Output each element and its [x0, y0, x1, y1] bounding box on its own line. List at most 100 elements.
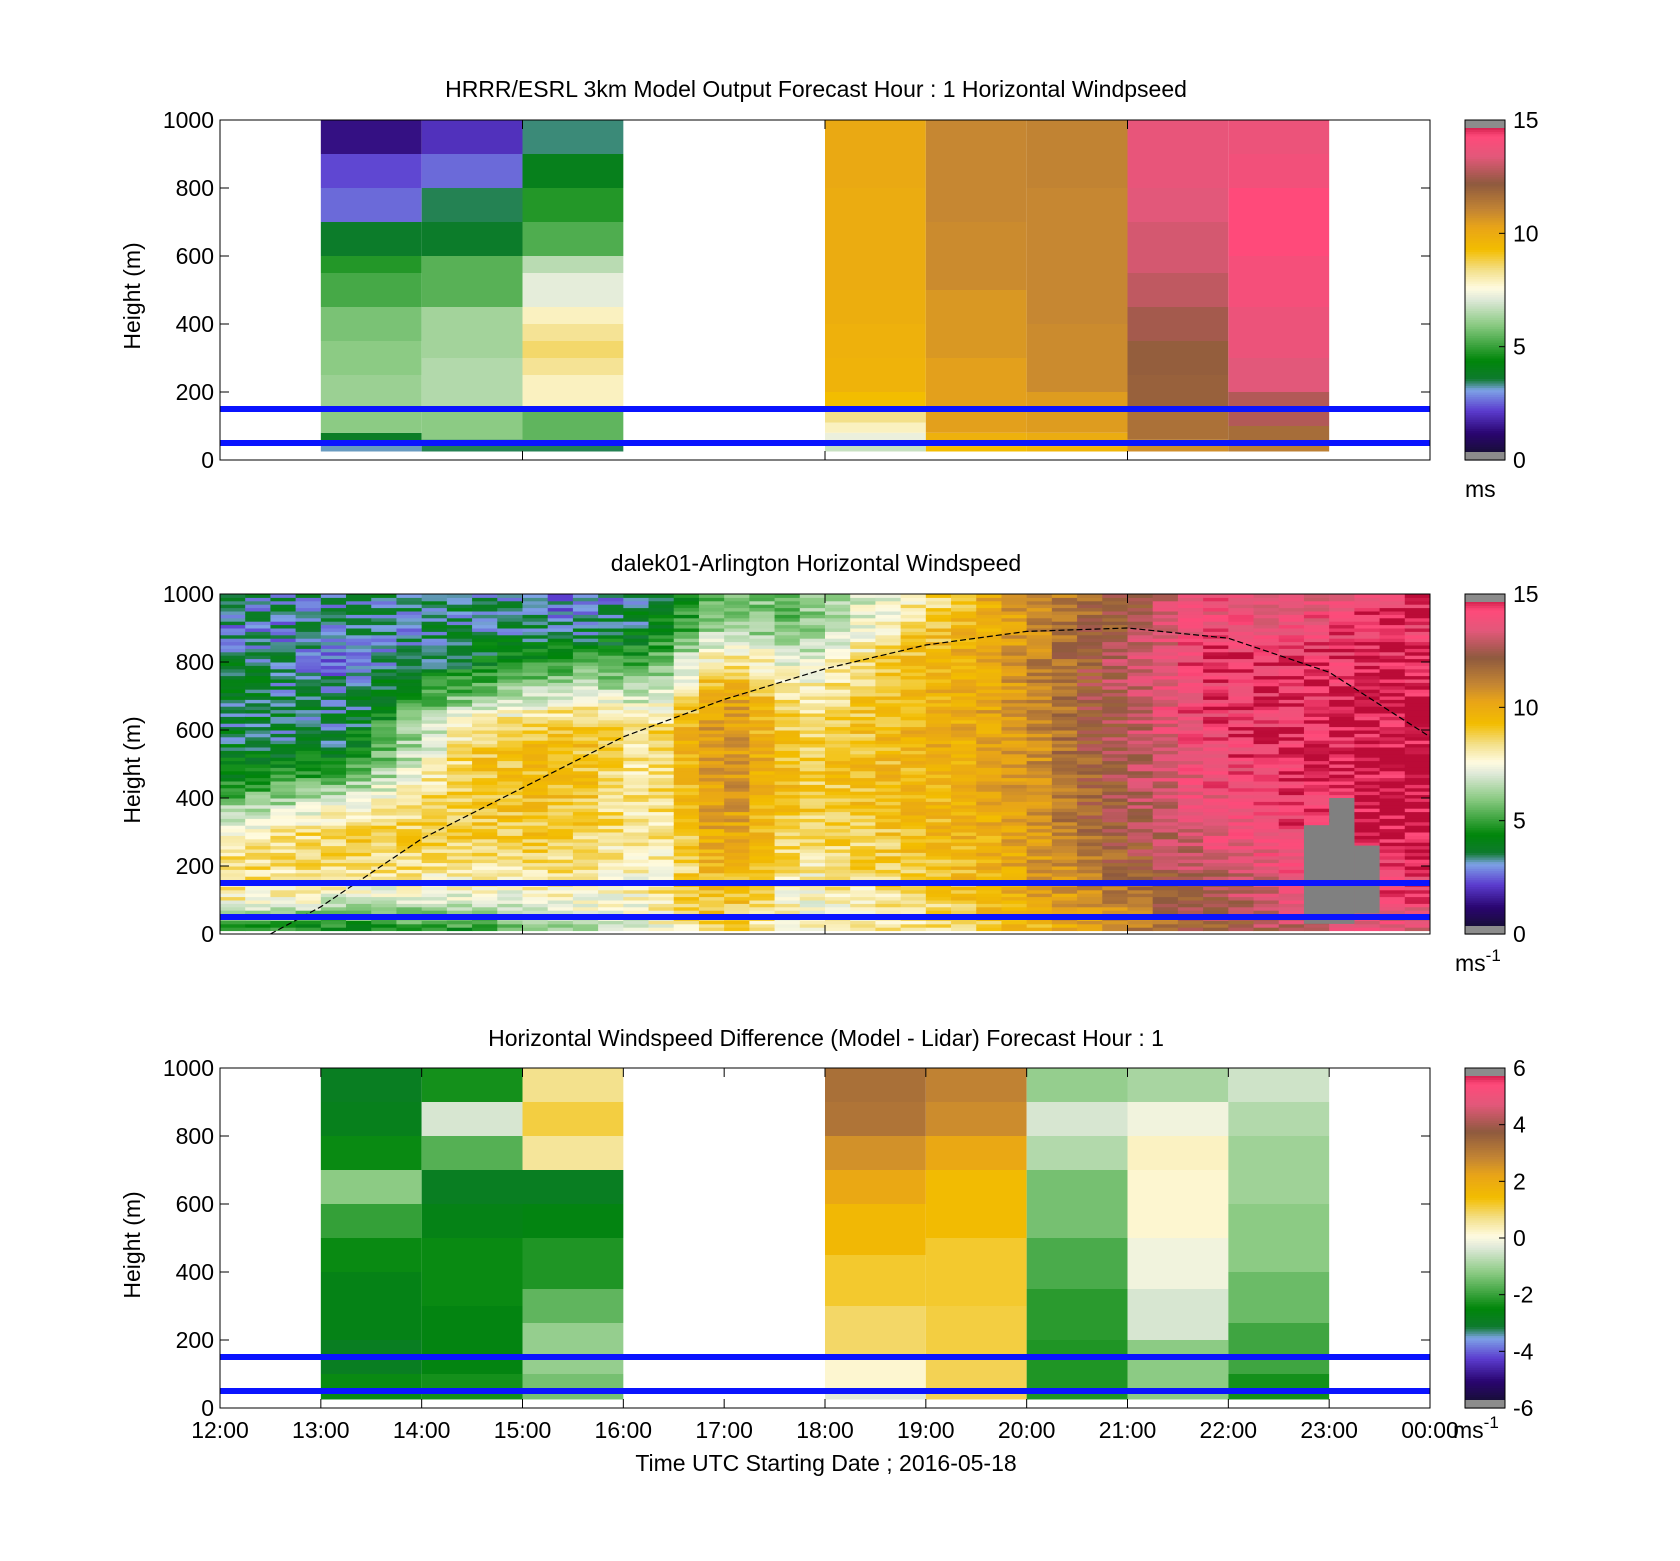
- heatmap-cell: [396, 685, 423, 690]
- heatmap-cell: [371, 655, 397, 660]
- heatmap-cell: [900, 631, 927, 636]
- heatmap-cell: [648, 927, 675, 932]
- heatmap-cell: [1001, 798, 1028, 802]
- heatmap-cell: [522, 736, 549, 741]
- heatmap-cell: [1278, 777, 1305, 782]
- heatmap-cell: [371, 665, 397, 670]
- heatmap-cell: [396, 893, 423, 898]
- heatmap-cell: [371, 675, 397, 680]
- heatmap-cell: [547, 662, 574, 666]
- heatmap-cell: [547, 624, 574, 629]
- heatmap-cell: [572, 760, 599, 765]
- heatmap-cell: [371, 849, 397, 853]
- heatmap-cell: [1177, 740, 1204, 745]
- heatmap-cell: [749, 645, 776, 649]
- heatmap-cell: [1127, 273, 1229, 307]
- heatmap-cell: [698, 832, 725, 836]
- heatmap-cell: [497, 594, 523, 598]
- heatmap-cell: [1051, 767, 1078, 772]
- heatmap-cell: [1253, 927, 1280, 932]
- heatmap-cell: [497, 760, 523, 765]
- heatmap-cell: [1354, 821, 1381, 826]
- heatmap-cell: [320, 432, 422, 445]
- heatmap-cell: [295, 638, 322, 643]
- heatmap-cell: [774, 862, 801, 867]
- heatmap-cell: [648, 920, 675, 925]
- heatmap-cell: [1354, 713, 1381, 717]
- heatmap-cell: [749, 723, 776, 728]
- heatmap-cell: [1177, 723, 1204, 728]
- heatmap-cell: [371, 777, 397, 782]
- heatmap-cell: [472, 825, 498, 830]
- heatmap-cell: [1379, 910, 1406, 915]
- heatmap-cell: [850, 815, 876, 819]
- heatmap-cell: [1026, 787, 1053, 792]
- heatmap-cell: [673, 886, 700, 891]
- heatmap-cell: [547, 743, 574, 748]
- heatmap-cell: [850, 753, 876, 758]
- heatmap-cell: [220, 607, 246, 612]
- heatmap-cell: [421, 757, 448, 762]
- heatmap-cell: [1077, 713, 1103, 717]
- heatmap-cell: [825, 750, 851, 755]
- heatmap-cell: [749, 859, 776, 864]
- heatmap-cell: [1203, 696, 1229, 700]
- heatmap-cell: [1278, 893, 1305, 898]
- heatmap-cell: [572, 662, 599, 666]
- heatmap-cell: [1026, 679, 1053, 683]
- heatmap-cell: [850, 787, 876, 792]
- heatmap-cell: [1127, 726, 1154, 731]
- heatmap-cell: [497, 838, 523, 843]
- heatmap-cell: [1001, 611, 1028, 615]
- heatmap-cell: [346, 903, 372, 908]
- heatmap-cell: [346, 832, 372, 836]
- heatmap-cell: [825, 702, 851, 707]
- heatmap-cell: [320, 702, 347, 707]
- heatmap-cell: [825, 432, 926, 443]
- heatmap-cell: [270, 665, 297, 670]
- heatmap-cell: [1077, 614, 1103, 619]
- heatmap-cell: [1102, 597, 1128, 602]
- heatmap-cell: [572, 791, 599, 796]
- heatmap-cell: [1152, 896, 1179, 901]
- heatmap-cell: [1354, 628, 1381, 632]
- heatmap-cell: [1303, 787, 1330, 792]
- heatmap-cell: [270, 859, 297, 864]
- heatmap-cell: [749, 740, 776, 745]
- heatmap-cell: [320, 726, 347, 731]
- heatmap-cell: [951, 607, 977, 612]
- heatmap-cell: [270, 811, 297, 816]
- heatmap-cell: [749, 764, 776, 768]
- heatmap-cell: [1001, 774, 1028, 779]
- heatmap-cell: [1404, 903, 1431, 908]
- heatmap-cell: [1152, 808, 1179, 813]
- heatmap-cell: [371, 798, 397, 802]
- heatmap-cell: [673, 764, 700, 768]
- heatmap-cell: [320, 828, 347, 833]
- heatmap-cell: [547, 794, 574, 799]
- heatmap-cell: [749, 866, 776, 870]
- heatmap-cell: [1026, 781, 1053, 785]
- heatmap-cell: [1253, 597, 1280, 602]
- heatmap-cell: [472, 750, 498, 755]
- heatmap-cell: [1379, 634, 1406, 639]
- heatmap-cell: [1329, 692, 1355, 697]
- heatmap-cell: [1177, 628, 1204, 632]
- heatmap-cell: [698, 682, 725, 687]
- heatmap-cell: [648, 638, 675, 643]
- heatmap-cell: [245, 862, 271, 867]
- heatmap-cell: [951, 594, 977, 598]
- heatmap-cell: [1051, 662, 1078, 666]
- heatmap-cell: [673, 927, 700, 932]
- heatmap-cell: [270, 821, 297, 826]
- heatmap-cell: [774, 757, 801, 762]
- heatmap-cell: [673, 634, 700, 639]
- heatmap-cell: [925, 862, 952, 867]
- heatmap-cell: [900, 838, 927, 843]
- heatmap-cell: [648, 876, 675, 881]
- heatmap-cell: [724, 614, 750, 619]
- heatmap-cell: [648, 889, 675, 894]
- heatmap-cell: [598, 604, 624, 609]
- heatmap-cell: [875, 662, 902, 666]
- heatmap-cell: [572, 723, 599, 728]
